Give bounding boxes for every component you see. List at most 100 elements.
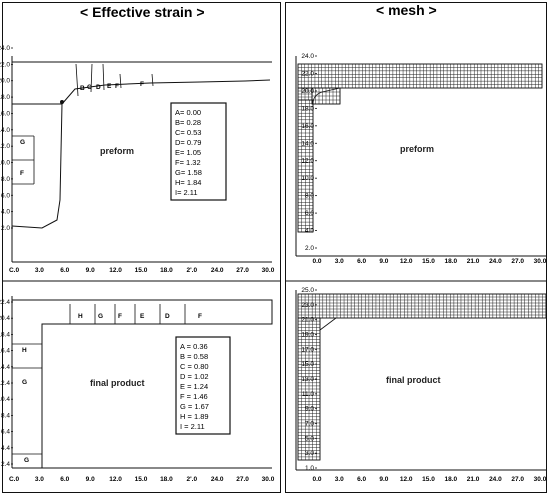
final-mesh-x-tick: 27.0	[511, 476, 524, 483]
final-part-label: final product	[90, 378, 145, 388]
final-strain-y-tick: 14.4	[0, 364, 10, 371]
final-mesh-y-tick: 15.0	[301, 361, 314, 368]
final-strain-x-tick: 24.0	[211, 476, 224, 483]
preform-part-label: preform	[100, 146, 134, 156]
final-strain-x-tick: 2'.0	[187, 476, 198, 483]
preform-outline	[11, 79, 271, 229]
preform-strain-y-tick: 16.0	[0, 110, 10, 117]
final-legend-entry: A = 0.36	[180, 342, 208, 351]
final-strain-x-tick: 27.0	[236, 476, 249, 483]
final-mesh-y-tick: 1.0	[305, 465, 314, 472]
final-mesh-y-tick: 23.0	[301, 302, 314, 309]
preform-contour-label: C	[87, 84, 92, 91]
preform-mesh-y-tick: 6.0	[305, 210, 314, 217]
final-mesh-part-label: final product	[386, 375, 441, 385]
preform-mesh-y-tick: 16.0	[301, 123, 314, 130]
final-mesh-x-tick: 18.0	[444, 476, 457, 483]
preform-legend: A= 0.00B= 0.28C= 0.53D= 0.79E= 1.05F= 1.…	[175, 108, 202, 197]
final-legend: A = 0.36B = 0.58C = 0.80D = 1.02E = 1.24…	[180, 342, 209, 431]
preform-contour-label: B	[80, 85, 85, 92]
preform-mesh-y-tick: 18.0	[301, 105, 314, 112]
preform-contour-label: G	[20, 139, 25, 146]
preform-contour-label: F	[140, 81, 144, 88]
final-strain-y-tick: 4.4	[1, 445, 10, 452]
preform-mesh-x-tick: 30.0	[534, 258, 547, 265]
final-contour-label: G	[24, 457, 29, 464]
final-strain-y-tick: 12.4	[0, 380, 10, 387]
final-mesh-y-tick: 21.0	[301, 317, 314, 324]
final-strain-x-tick: 12.0	[109, 476, 122, 483]
final-contour-label: D	[165, 313, 170, 320]
final-mesh-y-tick: 3.0	[305, 450, 314, 457]
final-mesh-x-tick: 0.0	[312, 476, 321, 483]
preform-strain-y-tick: 8.0	[1, 176, 10, 183]
final-mesh-x-tick: 12.0	[400, 476, 413, 483]
final-contour-label: E	[140, 313, 145, 320]
preform-strain-y-tick: 12.0	[0, 143, 10, 150]
final-legend-entry: C = 0.80	[180, 362, 209, 371]
preform-mesh-x-tick: 27.0	[511, 258, 524, 265]
preform-mesh-y-tick: 2.0	[305, 245, 314, 252]
final-strain-y-tick: 18.4	[0, 331, 10, 338]
final-strain-y-tick: 22.4	[0, 299, 10, 306]
preform-legend-entry: C= 0.53	[175, 128, 201, 137]
final-contour-label: G	[22, 379, 27, 386]
preform-mesh-part-label: preform	[400, 144, 434, 154]
final-mesh	[297, 293, 547, 461]
preform-mesh-y-tick: 14.0	[301, 140, 314, 147]
preform-strain-plot: A= 0.00B= 0.28C= 0.53D= 0.79E= 1.05F= 1.…	[0, 45, 275, 274]
preform-mesh-y-tick: 20.0	[301, 88, 314, 95]
preform-strain-x-tick: 30.0	[262, 267, 275, 274]
preform-mesh-y-tick: 10.0	[301, 175, 314, 182]
preform-strain-y-tick: 24.0	[0, 45, 10, 52]
preform-strain-x-tick: 6.0	[60, 267, 69, 274]
mesh-title: < mesh >	[376, 2, 437, 18]
final-strain-y-tick: 8.4	[1, 412, 10, 419]
final-strain-y-tick: 6.4	[1, 429, 10, 436]
preform-mesh-x-tick: 21.0	[467, 258, 480, 265]
final-outline	[12, 299, 273, 468]
preform-mesh-y-tick: 12.0	[301, 158, 314, 165]
preform-strain-x-tick: 24.0	[211, 267, 224, 274]
preform-mesh-x-tick: 9.0	[379, 258, 388, 265]
preform-strain-y-tick: 20.0	[0, 78, 10, 85]
preform-mesh-x-tick: 6.0	[357, 258, 366, 265]
preform-mesh-x-tick: 3.0	[335, 258, 344, 265]
preform-legend-entry: B= 0.28	[175, 118, 201, 127]
preform-strain-x-tick: 27.0	[236, 267, 249, 274]
final-mesh-x-tick: 21.0	[467, 476, 480, 483]
final-mesh-x-tick: 24.0	[489, 476, 502, 483]
final-strain-y-tick: 20.4	[0, 315, 10, 322]
preform-strain-y-tick: 10.0	[0, 160, 10, 167]
preform-legend-entry: D= 0.79	[175, 138, 201, 147]
final-legend-entry: F = 1.46	[180, 392, 208, 401]
preform-legend-entry: A= 0.00	[175, 108, 201, 117]
preform-mesh-x-tick: 15.0	[422, 258, 435, 265]
final-strain-y-tick: 2.4	[1, 461, 10, 468]
final-mesh-y-tick: 25.0	[301, 287, 314, 294]
final-mesh-plot: final product 25.0 23.0 21.0 19.0 17.0 15.0 13…	[295, 287, 547, 483]
preform-mesh-x-tick: 0.0	[312, 258, 321, 265]
preform-mesh-x-tick: 18.0	[444, 258, 457, 265]
final-legend-entry: H = 1.89	[180, 412, 209, 421]
preform-mesh-y-tick: 24.0	[301, 53, 314, 60]
preform-strain-y-tick: 18.0	[0, 94, 10, 101]
final-strain-y-tick: 16.4	[0, 348, 10, 355]
final-strain-x-tick: 6.0	[60, 476, 69, 483]
final-mesh-x-tick: 30.0	[534, 476, 547, 483]
preform-contour-label: D	[96, 84, 101, 91]
preform-strain-y-tick: 4.0	[1, 209, 10, 216]
preform-mesh-y-tick: 22.0	[301, 70, 314, 77]
preform-strain-x-tick: 9.0	[86, 267, 95, 274]
final-mesh-y-tick: 5.0	[305, 435, 314, 442]
preform-strain-x-tick: 18.0	[160, 267, 173, 274]
final-mesh-x-tick: 6.0	[357, 476, 366, 483]
preform-legend-entry: G= 1.58	[175, 168, 202, 177]
effective-strain-title: < Effective strain >	[80, 4, 205, 20]
preform-strain-y-tick: 6.0	[1, 192, 10, 199]
preform-legend-entry: F= 1.32	[175, 158, 201, 167]
final-strain-x-tick: C.0	[9, 476, 20, 483]
preform-strain-y-tick: 2.0	[1, 225, 10, 232]
final-mesh-y-tick: 19.0	[301, 332, 314, 339]
